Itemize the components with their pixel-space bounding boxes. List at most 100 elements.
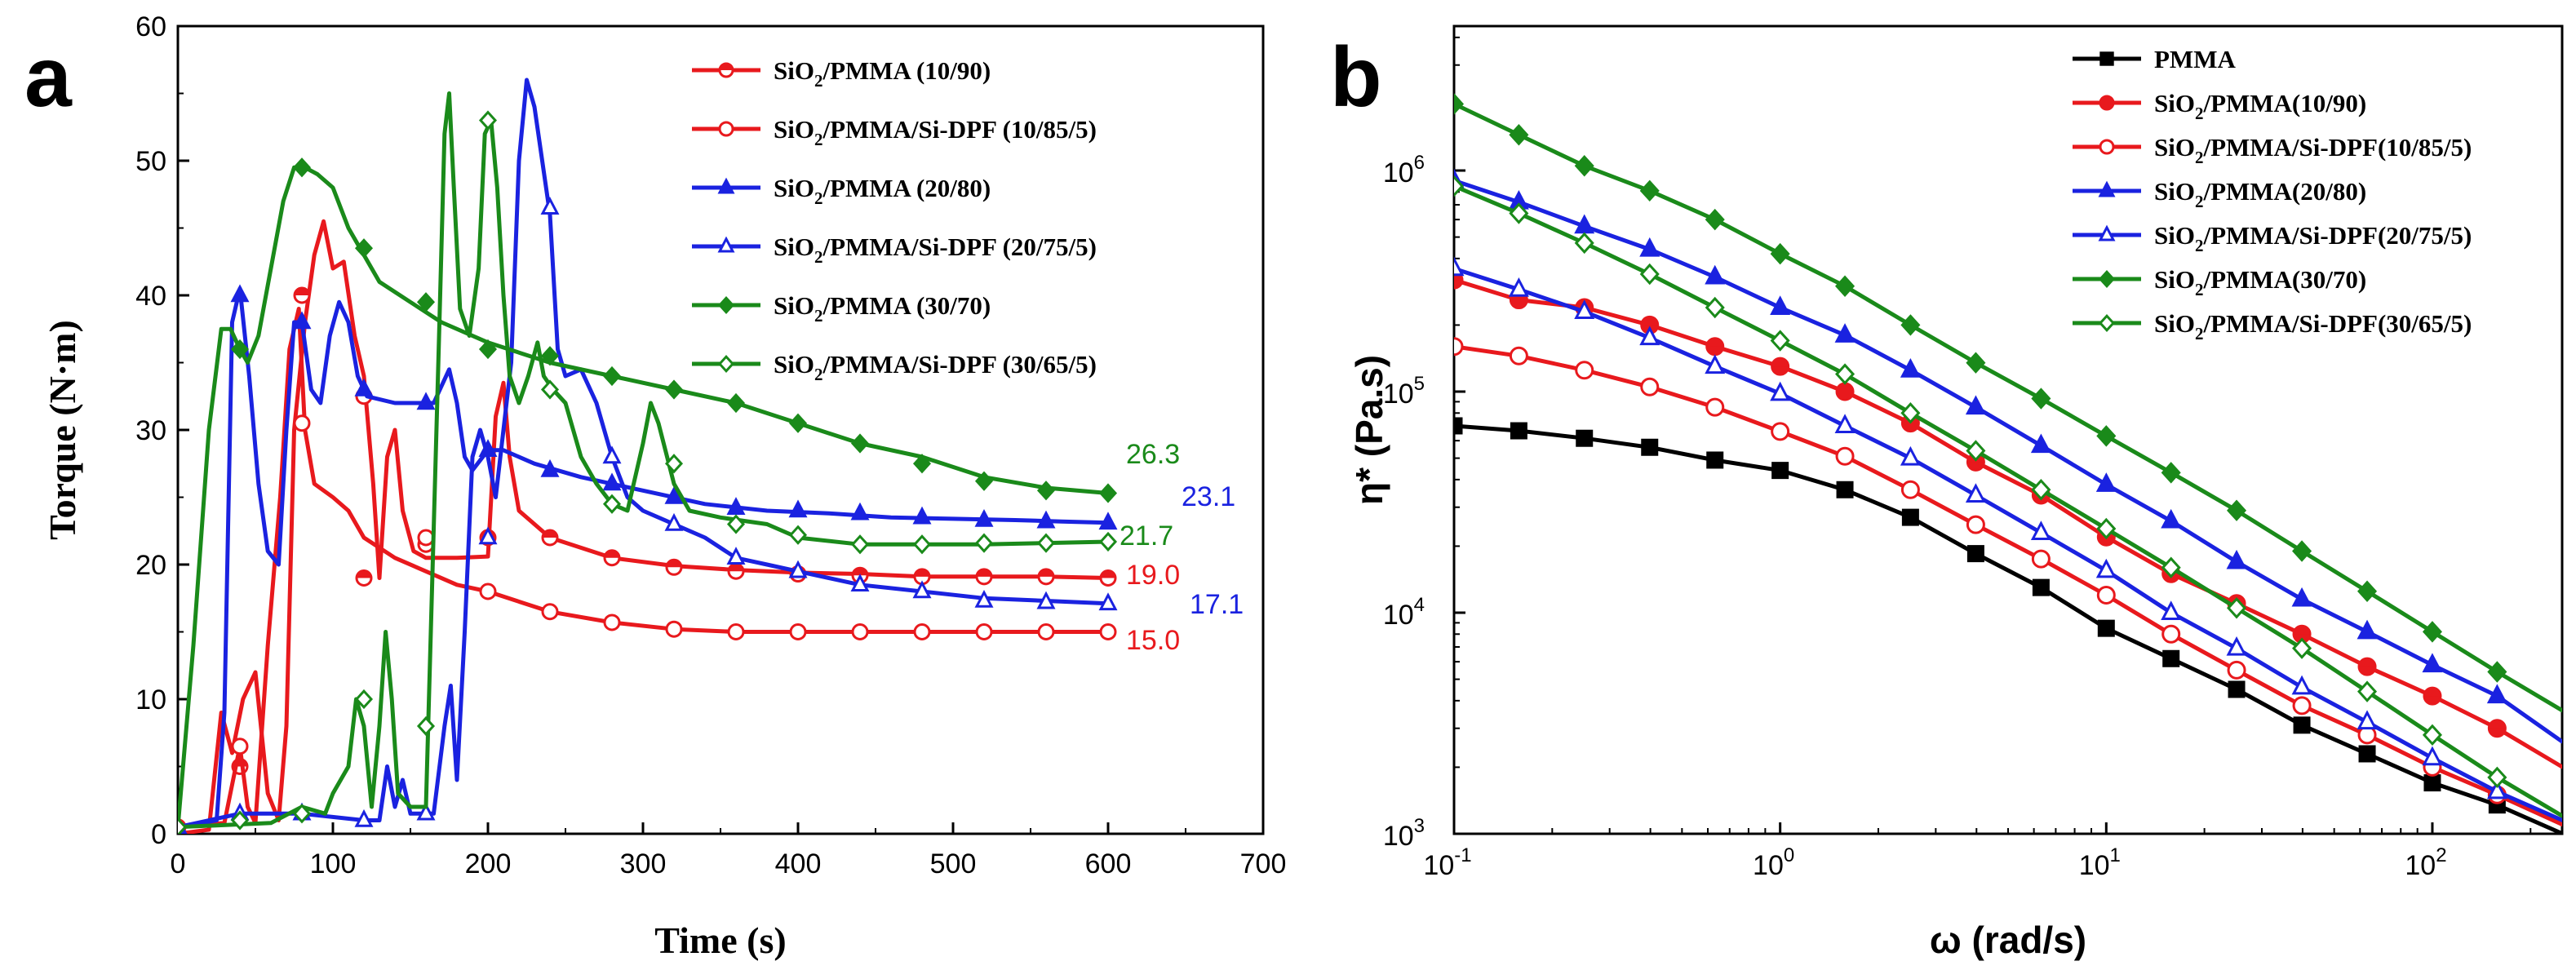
end-value-label-a-0: 19.0 [1126, 560, 1180, 591]
data-point-b-4-14 [2357, 710, 2378, 730]
data-point-b-6-0 [1454, 175, 1465, 197]
data-point-b-2-1 [1509, 346, 1528, 365]
data-point-a-1-12 [913, 623, 931, 640]
data-point-a-4-12 [912, 454, 932, 474]
panel-a-letter: a [24, 30, 73, 125]
data-point-a-4-8 [664, 379, 684, 400]
data-point-b-4-2 [1574, 299, 1595, 319]
data-point-b-5-1 [1509, 124, 1529, 146]
data-point-a-0-7-fill [667, 560, 681, 568]
data-point-b-2-9 [2031, 549, 2051, 569]
data-point-a-5-5 [478, 110, 498, 131]
data-point-a-5-14 [1036, 533, 1056, 553]
panel-b-letter: b [1330, 30, 1382, 125]
data-point-b-4-9 [2030, 521, 2051, 540]
data-point-a-0-13-fill [1039, 569, 1053, 577]
y-axis-title-a: Torque (N·m) [42, 320, 83, 540]
data-point-b-5-8 [1966, 352, 1986, 374]
data-point-a-1-2 [293, 414, 311, 432]
data-point-a-3-11 [912, 580, 932, 599]
data-point-a-1-9 [727, 623, 745, 640]
data-point-a-2-2 [292, 311, 312, 330]
series-b-pmma [1454, 417, 2562, 834]
data-point-b-3-15 [2422, 653, 2443, 673]
series-line-b-2 [1454, 344, 2562, 827]
data-point-b-4-15 [2422, 746, 2443, 766]
data-point-b-1-16-fill [2489, 720, 2506, 729]
data-point-a-4-1 [230, 339, 250, 360]
x-axis-title-b: ω (rad/s) [1930, 919, 2086, 961]
data-point-b-2-6 [1835, 446, 1855, 466]
data-point-a-5-6 [540, 379, 560, 400]
data-point-b-4-13 [2291, 675, 2312, 695]
data-point-b-3-4 [1705, 264, 1726, 285]
data-point-b-5-7 [1900, 314, 1921, 336]
data-point-b-0-9 [2032, 578, 2050, 596]
series-line-a-2 [178, 286, 1109, 830]
series-line-a-0 [178, 219, 1109, 834]
data-point-a-3-9 [788, 560, 808, 578]
data-point-b-3-12 [2226, 549, 2247, 569]
data-point-b-5-14 [2357, 580, 2378, 602]
x-tick-label-b-2: 101 [2079, 844, 2121, 881]
data-point-b-3-3 [1639, 237, 1660, 257]
y-tick-label-a-0: 0 [151, 819, 166, 850]
a-legend-marker-1 [718, 121, 734, 137]
x-axis-title-a: Time (s) [654, 919, 786, 961]
y-tick-label-a-4: 40 [135, 281, 166, 312]
x-tick-label-a-2: 200 [465, 848, 512, 879]
series-line-a-5 [178, 91, 1109, 830]
data-point-b-6-16 [2487, 766, 2507, 789]
data-point-b-5-9 [2031, 388, 2051, 410]
data-point-b-6-14 [2357, 680, 2378, 702]
data-point-a-4-11 [850, 433, 870, 454]
data-point-b-0-5 [1771, 462, 1789, 480]
b-legend-marker-3 [2098, 180, 2116, 197]
data-point-a-4-7 [602, 365, 622, 387]
data-point-b-5-10 [2096, 425, 2117, 447]
x-tick-label-a-6: 600 [1085, 848, 1132, 879]
series-line-b-1 [1454, 277, 2562, 769]
data-point-a-3-8 [726, 547, 746, 565]
data-point-a-2-15 [1098, 512, 1118, 530]
a-legend-label-1: SiO2/PMMA/Si-DPF (10/85/5) [774, 115, 1097, 149]
b-legend-label-2: SiO2/PMMA/Si-DPF(10/85/5) [2154, 133, 2472, 167]
y-tick-label-a-3: 30 [135, 415, 166, 446]
data-point-b-0-4 [1706, 451, 1724, 469]
data-point-b-0-12 [2228, 680, 2246, 698]
y-tick-label-a-5: 50 [135, 146, 166, 177]
data-point-b-2-8 [1966, 515, 1985, 534]
b-legend-marker-6 [2098, 313, 2116, 333]
a-legend-marker-5 [717, 354, 735, 374]
data-point-b-3-8 [1965, 395, 1986, 415]
data-point-a-2-6 [540, 458, 560, 477]
data-point-b-2-0 [1454, 337, 1464, 357]
data-point-a-0-14-fill [1101, 570, 1115, 578]
data-point-b-5-5 [1770, 242, 1790, 265]
data-point-a-2-8 [664, 485, 684, 504]
data-point-b-5-3 [1639, 179, 1660, 202]
data-point-b-1-14-fill [2359, 658, 2376, 667]
data-point-a-2-13 [974, 508, 994, 527]
data-point-a-4-10 [788, 413, 808, 433]
data-point-a-1-6 [541, 603, 559, 621]
y-tick-label-b-2: 105 [1383, 373, 1425, 410]
y-tick-label-a-1: 10 [135, 684, 166, 715]
data-point-b-6-9 [2031, 479, 2051, 501]
plot-frame-a [176, 24, 1265, 835]
data-point-b-5-11 [2161, 462, 2181, 484]
series-line-b-3 [1454, 179, 2562, 744]
data-point-a-2-14 [1036, 510, 1056, 529]
series-a-sio2-pmma-30-70 [178, 157, 1118, 834]
series-line-b-0 [1454, 423, 2562, 834]
b-legend-marker-2 [2099, 139, 2115, 155]
data-point-b-5-16 [2487, 661, 2507, 683]
data-point-a-2-9 [726, 497, 746, 515]
y-tick-label-a-2: 20 [135, 550, 166, 581]
data-point-b-4-10 [2095, 558, 2117, 578]
series-line-b-4 [1454, 266, 2562, 822]
series-b-sio2-pmma-30-70 [1454, 93, 2562, 713]
data-point-b-4-6 [1834, 414, 1856, 433]
end-value-label-a-5: 21.7 [1120, 521, 1173, 552]
